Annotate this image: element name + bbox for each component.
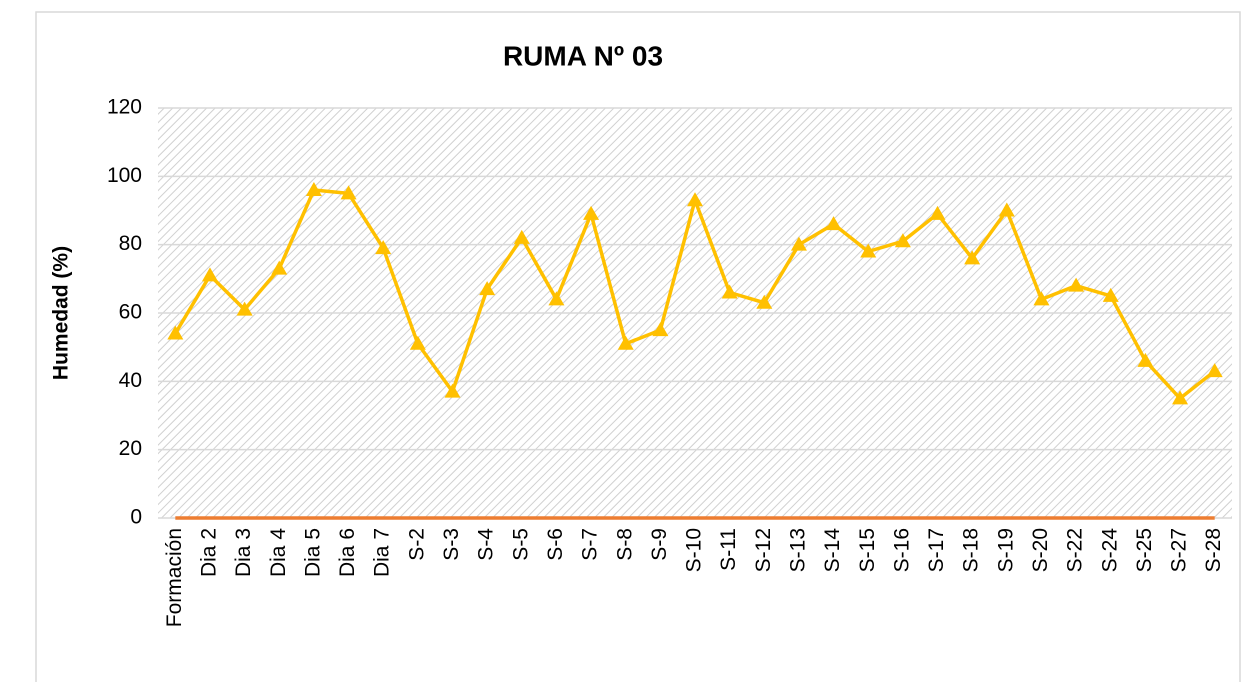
x-tick-label: S-18 (960, 528, 983, 572)
x-tick-label: Dia 2 (198, 528, 221, 577)
data-marker (1137, 352, 1154, 367)
data-marker (1068, 277, 1085, 292)
data-marker (1206, 363, 1223, 378)
x-tick-label: Dia 7 (371, 528, 394, 577)
x-tick-label: S-19 (994, 528, 1017, 572)
x-tick-label: S-14 (821, 528, 844, 573)
data-marker (548, 291, 565, 306)
x-tick-label: S-27 (1168, 528, 1191, 572)
x-tick-label: S-16 (890, 528, 913, 572)
x-tick-label: S-25 (1133, 528, 1156, 572)
x-tick-label: S-28 (1202, 528, 1225, 572)
y-tick-label: 100 (107, 164, 142, 187)
data-marker (1033, 291, 1050, 306)
data-marker (687, 192, 703, 207)
data-marker (271, 260, 288, 275)
data-marker (721, 284, 738, 299)
data-marker (305, 182, 322, 196)
x-tick-label: Dia 5 (301, 528, 324, 577)
data-marker (375, 240, 392, 255)
y-axis-label: Humedad (%) (50, 246, 73, 380)
data-marker (860, 243, 877, 258)
data-marker (929, 205, 946, 220)
data-marker (409, 335, 426, 350)
data-marker (1102, 287, 1119, 302)
x-tick-label: S-11 (717, 528, 740, 571)
data-marker (756, 294, 773, 309)
chart-border (35, 11, 1241, 682)
chart-title: RUMA Nº 03 (503, 40, 663, 71)
x-tick-label: S-20 (1029, 528, 1052, 572)
data-marker (652, 322, 669, 337)
data-marker (201, 267, 218, 282)
x-tick-label: S-22 (1064, 528, 1087, 572)
data-marker (894, 233, 911, 248)
data-marker (479, 281, 496, 296)
x-tick-label: S-17 (925, 528, 948, 572)
data-marker (340, 185, 357, 200)
y-tick-label: 80 (119, 232, 142, 255)
x-tick-label: Dia 3 (232, 528, 255, 577)
x-tick-label: S-4 (475, 528, 498, 561)
data-marker (513, 229, 530, 244)
x-tick-label: S-24 (1098, 528, 1121, 573)
x-tick-label: S-13 (786, 528, 809, 572)
x-tick-label: S-9 (648, 528, 671, 561)
x-tick-label: Dia 6 (336, 528, 359, 577)
x-tick-label: S-15 (856, 528, 879, 572)
data-marker (825, 216, 842, 231)
data-marker (964, 250, 981, 265)
x-tick-label: S-6 (544, 528, 567, 561)
y-tick-label: 0 (130, 506, 142, 529)
y-tick-label: 60 (119, 301, 142, 324)
x-tick-label: S-7 (579, 528, 602, 561)
data-marker (790, 236, 807, 251)
data-marker (583, 205, 600, 220)
x-tick-label: S-10 (683, 528, 706, 572)
data-marker (998, 202, 1015, 217)
x-tick-label: S-2 (405, 528, 428, 561)
x-tick-label: Formación (163, 528, 186, 627)
x-tick-label: S-8 (613, 528, 636, 561)
data-marker (1172, 390, 1189, 405)
data-marker (167, 325, 184, 340)
x-tick-label: S-3 (440, 528, 463, 561)
x-tick-label: S-5 (509, 528, 532, 561)
y-tick-label: 120 (107, 96, 142, 119)
x-tick-label: S-12 (752, 528, 775, 572)
x-tick-label: Dia 4 (267, 528, 290, 577)
data-marker (236, 301, 253, 316)
y-tick-label: 40 (119, 369, 142, 392)
data-marker (444, 383, 461, 398)
y-tick-label: 20 (119, 437, 142, 460)
data-marker (617, 335, 634, 350)
